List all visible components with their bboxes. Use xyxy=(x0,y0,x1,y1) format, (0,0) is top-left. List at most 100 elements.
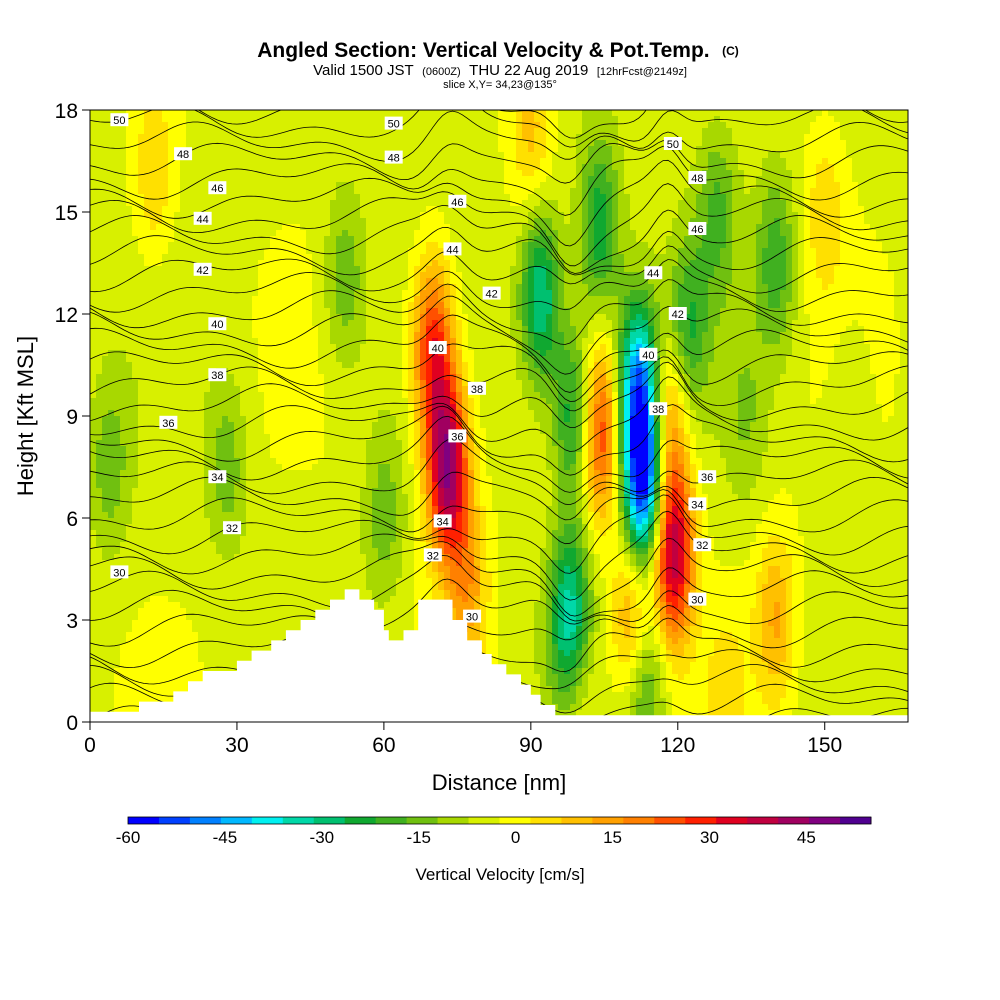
field-cell xyxy=(168,254,175,261)
field-cell xyxy=(828,248,835,255)
field-cell xyxy=(780,212,787,219)
field-cell xyxy=(582,230,589,237)
field-cell xyxy=(168,152,175,159)
field-cell xyxy=(210,152,217,159)
field-cell xyxy=(210,200,217,207)
field-cell xyxy=(342,248,349,255)
field-cell xyxy=(744,116,751,123)
field-cell xyxy=(642,230,649,237)
field-cell xyxy=(126,302,133,309)
field-cell xyxy=(144,152,151,159)
field-cell xyxy=(348,152,355,159)
field-cell xyxy=(432,152,439,159)
field-cell xyxy=(378,176,385,183)
field-cell xyxy=(558,212,565,219)
field-cell xyxy=(492,194,499,201)
field-cell xyxy=(324,212,331,219)
field-cell xyxy=(660,146,667,153)
field-cell xyxy=(168,314,175,321)
field-cell xyxy=(258,278,265,285)
field-cell xyxy=(102,176,109,183)
field-cell xyxy=(594,260,601,267)
field-cell xyxy=(600,176,607,183)
field-cell xyxy=(354,326,361,333)
field-cell xyxy=(630,254,637,261)
field-cell xyxy=(624,284,631,291)
field-cell xyxy=(612,260,619,267)
field-cell xyxy=(666,272,673,279)
field-cell xyxy=(672,176,679,183)
field-cell xyxy=(162,296,169,303)
field-cell xyxy=(264,164,271,171)
field-cell xyxy=(300,302,307,309)
field-cell xyxy=(492,116,499,123)
field-cell xyxy=(606,122,613,129)
field-cell xyxy=(852,206,859,213)
field-cell xyxy=(840,182,847,189)
field-cell xyxy=(96,146,103,153)
field-cell xyxy=(204,224,211,231)
field-cell xyxy=(492,200,499,207)
field-cell xyxy=(804,170,811,177)
field-cell xyxy=(90,152,97,159)
field-cell xyxy=(228,236,235,243)
field-cell xyxy=(234,224,241,231)
field-cell xyxy=(846,218,853,225)
field-cell xyxy=(762,218,769,225)
field-cell xyxy=(330,170,337,177)
field-cell xyxy=(348,182,355,189)
field-cell xyxy=(234,296,241,303)
field-cell xyxy=(402,242,409,249)
field-cell xyxy=(90,230,97,237)
field-cell xyxy=(384,242,391,249)
field-cell xyxy=(438,146,445,153)
field-cell xyxy=(168,170,175,177)
field-cell xyxy=(792,134,799,141)
field-cell xyxy=(204,200,211,207)
field-cell xyxy=(594,218,601,225)
field-cell xyxy=(180,242,187,249)
field-cell xyxy=(714,242,721,249)
field-cell xyxy=(840,188,847,195)
field-cell xyxy=(360,146,367,153)
field-cell xyxy=(312,320,319,327)
field-cell xyxy=(684,260,691,267)
field-cell xyxy=(768,302,775,309)
field-cell xyxy=(414,278,421,285)
field-cell xyxy=(702,272,709,279)
field-cell xyxy=(552,236,559,243)
field-cell xyxy=(264,272,271,279)
field-cell xyxy=(618,176,625,183)
field-cell xyxy=(738,260,745,267)
field-cell xyxy=(642,248,649,255)
field-cell xyxy=(258,158,265,165)
field-cell xyxy=(732,176,739,183)
field-cell xyxy=(654,284,661,291)
field-cell xyxy=(630,284,637,291)
field-cell xyxy=(438,218,445,225)
field-cell xyxy=(846,284,853,291)
field-cell xyxy=(552,170,559,177)
field-cell xyxy=(306,272,313,279)
field-cell xyxy=(804,278,811,285)
field-cell xyxy=(90,122,97,129)
field-cell xyxy=(732,110,739,117)
field-cell xyxy=(870,206,877,213)
field-cell xyxy=(366,146,373,153)
subtitle-fcst: [12hrFcst@2149z] xyxy=(597,66,687,78)
field-cell xyxy=(150,164,157,171)
field-cell xyxy=(870,176,877,183)
field-cell xyxy=(876,272,883,279)
field-cell xyxy=(744,278,751,285)
field-cell xyxy=(342,128,349,135)
field-cell xyxy=(726,224,733,231)
field-cell xyxy=(408,170,415,177)
field-cell xyxy=(858,128,865,135)
field-cell xyxy=(264,302,271,309)
field-cell xyxy=(162,206,169,213)
field-cell xyxy=(462,230,469,237)
field-cell xyxy=(384,266,391,273)
field-cell xyxy=(258,284,265,291)
field-cell xyxy=(576,296,583,303)
field-cell xyxy=(228,110,235,117)
